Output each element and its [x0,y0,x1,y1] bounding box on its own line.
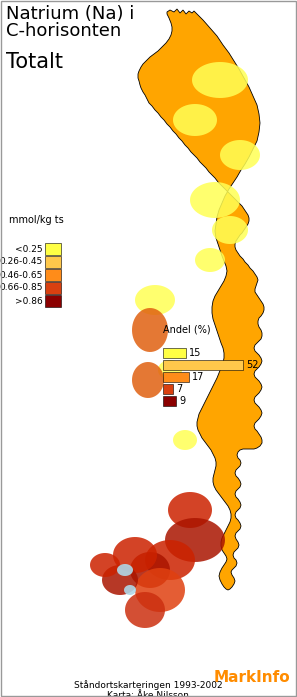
Polygon shape [113,537,157,573]
Bar [45,282,61,294]
Polygon shape [173,430,197,450]
Bar [45,269,61,281]
Text: 9: 9 [179,396,185,406]
Text: 0.66-0.85: 0.66-0.85 [0,284,43,293]
Bar [45,256,61,268]
Text: mmol/kg ts: mmol/kg ts [9,215,64,225]
Text: Ståndortskarteringen 1993-2002: Ståndortskarteringen 1993-2002 [74,680,222,690]
Polygon shape [90,553,120,577]
Bar [45,243,61,255]
Polygon shape [135,285,175,315]
Polygon shape [190,182,240,218]
Polygon shape [117,564,133,576]
Text: 17: 17 [192,372,204,382]
Polygon shape [125,592,165,628]
Polygon shape [132,362,164,398]
Text: 7: 7 [176,384,182,394]
Polygon shape [192,62,248,98]
Text: C-horisonten: C-horisonten [6,22,121,40]
Text: 0.46-0.65: 0.46-0.65 [0,270,43,279]
Text: 15: 15 [189,348,201,358]
Polygon shape [145,540,195,580]
Text: Totalt: Totalt [6,52,63,72]
Text: 52: 52 [246,360,258,370]
Text: Karta: Åke Nilsson: Karta: Åke Nilsson [107,691,189,697]
Bar [163,348,186,358]
Bar [45,295,61,307]
Polygon shape [138,9,264,590]
Polygon shape [124,585,136,595]
Text: <0.25: <0.25 [15,245,43,254]
Bar [163,384,173,394]
Bar [163,396,176,406]
Bar [163,372,189,382]
Polygon shape [212,216,248,244]
Text: 0.26-0.45: 0.26-0.45 [0,257,43,266]
Text: >0.86: >0.86 [15,296,43,305]
Polygon shape [130,552,170,588]
Text: Natrium (Na) i: Natrium (Na) i [6,5,134,23]
Polygon shape [132,308,168,352]
Polygon shape [102,565,138,595]
Polygon shape [165,518,225,562]
Polygon shape [220,140,260,170]
Text: Andel (%): Andel (%) [163,324,211,334]
Polygon shape [168,492,212,528]
Polygon shape [173,104,217,136]
Bar [163,360,243,370]
Text: MarkInfo: MarkInfo [213,670,290,685]
Polygon shape [158,360,182,380]
Polygon shape [195,248,225,272]
Polygon shape [135,568,185,612]
